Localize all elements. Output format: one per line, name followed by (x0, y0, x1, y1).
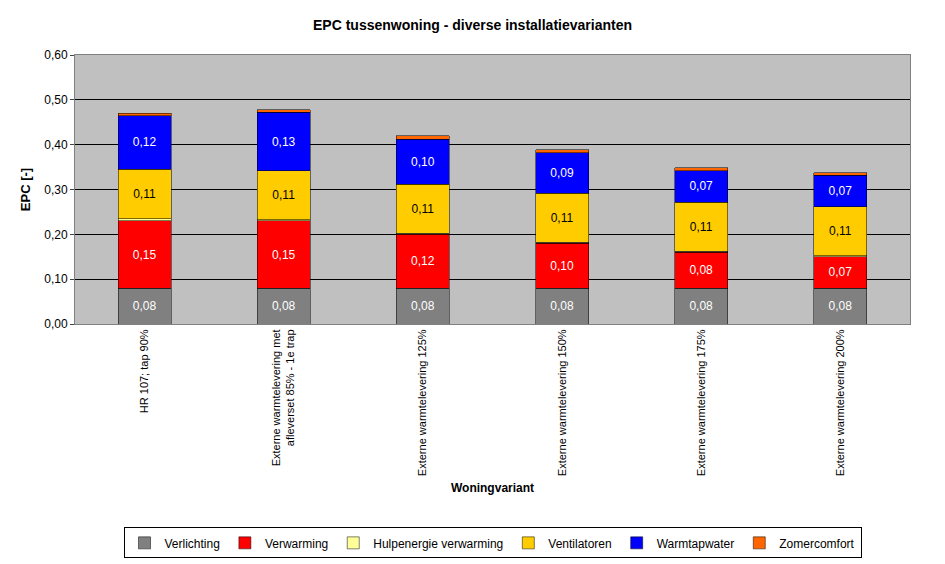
svg-text:0,08: 0,08 (133, 299, 157, 313)
svg-text:0,10: 0,10 (411, 155, 435, 169)
svg-text:Verwarming: Verwarming (265, 537, 328, 551)
svg-text:Ventilatoren: Ventilatoren (548, 537, 611, 551)
svg-text:0,07: 0,07 (829, 184, 853, 198)
svg-text:0,00: 0,00 (44, 317, 68, 331)
svg-text:0,15: 0,15 (272, 248, 296, 262)
svg-text:0,08: 0,08 (689, 299, 713, 313)
svg-text:Externe warmtelevering 125%: Externe warmtelevering 125% (416, 329, 428, 476)
svg-text:0,09: 0,09 (550, 166, 574, 180)
svg-text:Woningvariant: Woningvariant (451, 481, 534, 495)
svg-text:0,08: 0,08 (411, 299, 435, 313)
svg-text:0,40: 0,40 (44, 138, 68, 152)
svg-text:EPC [-]: EPC [-] (18, 168, 33, 211)
svg-text:HR 107; tap 90%: HR 107; tap 90% (138, 329, 150, 413)
svg-text:Zomercomfort: Zomercomfort (779, 537, 854, 551)
svg-text:0,10: 0,10 (44, 272, 68, 286)
svg-text:0,20: 0,20 (44, 228, 68, 242)
svg-text:0,30: 0,30 (44, 183, 68, 197)
svg-text:0,08: 0,08 (550, 299, 574, 313)
svg-text:Externe warmtelevering metafle: Externe warmtelevering metafleverset 85%… (270, 329, 296, 466)
svg-text:0,11: 0,11 (690, 220, 713, 234)
svg-text:0,08: 0,08 (829, 299, 853, 313)
svg-text:Externe warmtelevering 175%: Externe warmtelevering 175% (695, 329, 707, 476)
svg-text:0,11: 0,11 (829, 224, 852, 238)
svg-text:0,07: 0,07 (689, 179, 713, 193)
svg-text:Hulpenergie verwarming: Hulpenergie verwarming (373, 537, 503, 551)
svg-text:0,13: 0,13 (272, 135, 296, 149)
svg-text:Externe warmtelevering 200%: Externe warmtelevering 200% (834, 329, 846, 476)
svg-text:0,11: 0,11 (551, 211, 574, 225)
svg-text:0,08: 0,08 (272, 299, 296, 313)
svg-text:0,12: 0,12 (133, 135, 157, 149)
svg-text:0,07: 0,07 (829, 265, 853, 279)
svg-text:0,10: 0,10 (550, 259, 574, 273)
svg-text:0,08: 0,08 (689, 263, 713, 277)
svg-text:0,11: 0,11 (133, 187, 156, 201)
svg-text:0,15: 0,15 (133, 248, 157, 262)
svg-text:0,11: 0,11 (412, 202, 435, 216)
svg-text:Verlichting: Verlichting (165, 537, 220, 551)
svg-text:0,60: 0,60 (44, 48, 68, 62)
svg-text:0,11: 0,11 (272, 188, 295, 202)
svg-text:0,50: 0,50 (44, 93, 68, 107)
svg-text:0,12: 0,12 (411, 254, 435, 268)
svg-text:Externe warmtelevering 150%: Externe warmtelevering 150% (556, 329, 568, 476)
svg-text:EPC tussenwoning - diverse ins: EPC tussenwoning - diverse installatieva… (313, 17, 632, 33)
svg-text:Warmtapwater: Warmtapwater (657, 537, 735, 551)
